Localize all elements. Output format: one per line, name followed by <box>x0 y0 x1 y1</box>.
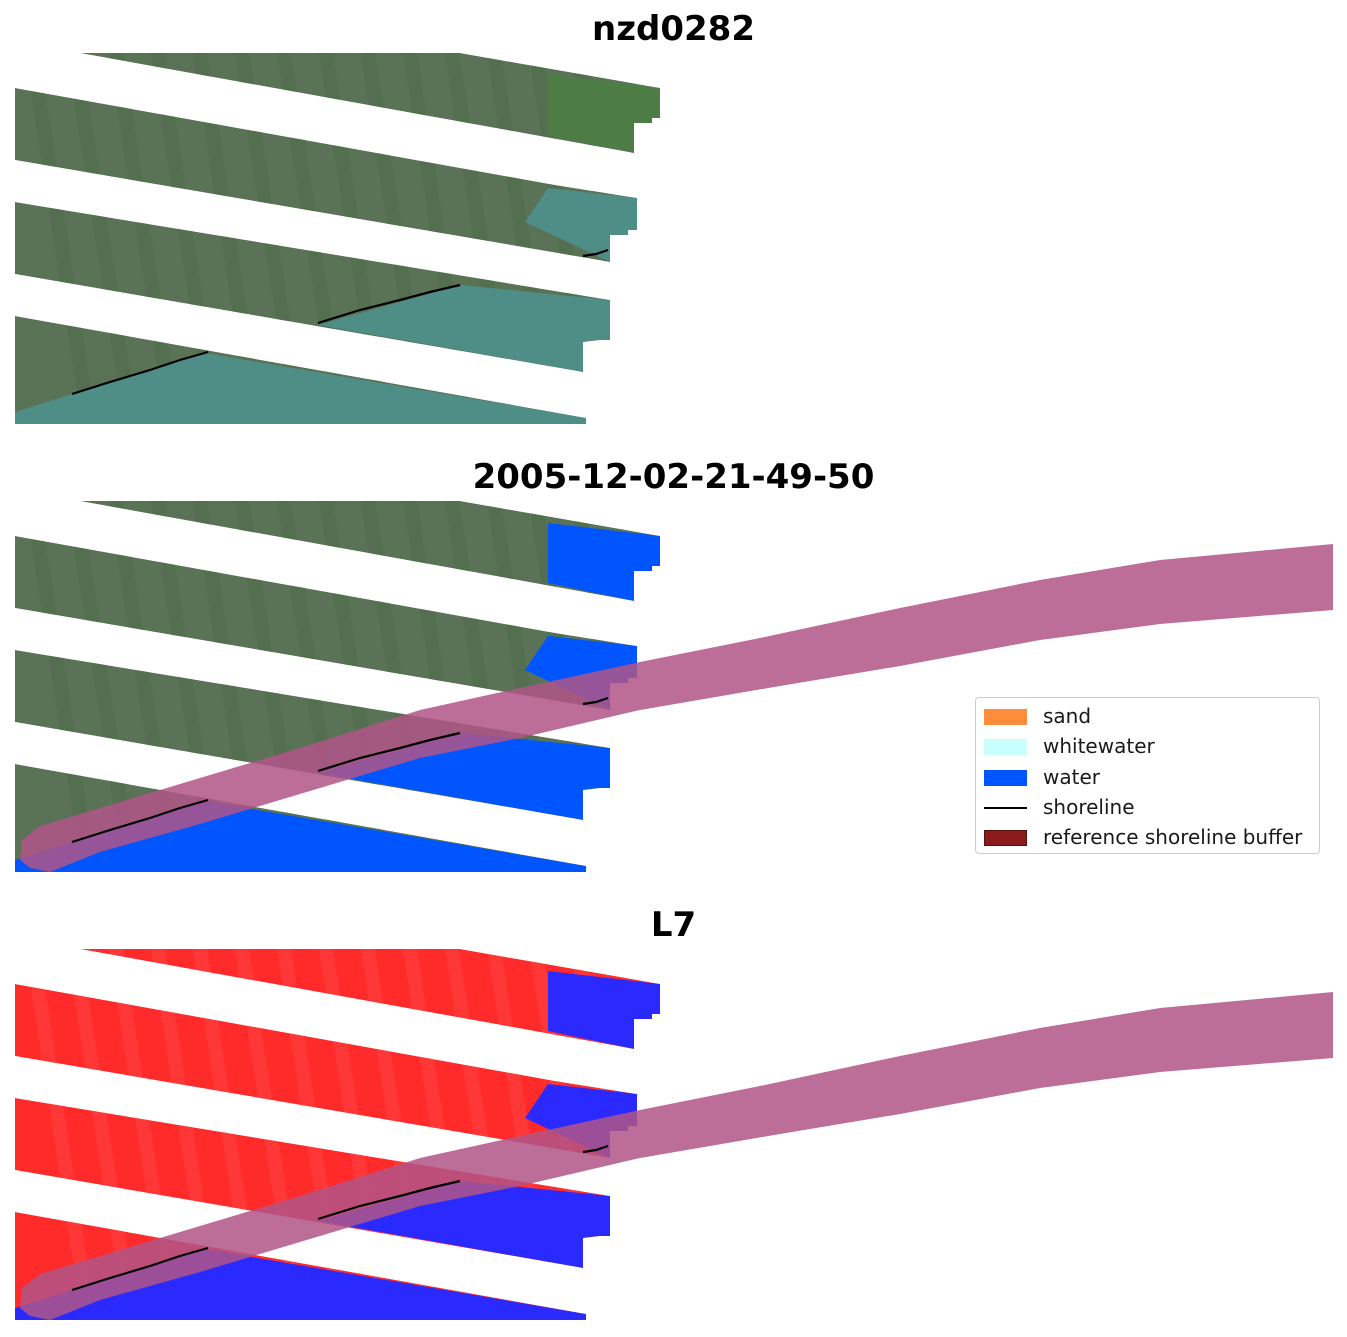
terrain-texture <box>23 501 97 872</box>
image-strips <box>15 949 660 1320</box>
classified-image <box>15 501 1333 872</box>
rgb-satellite-image <box>15 53 660 424</box>
reference-shoreline-buffer <box>20 544 1333 872</box>
legend-item-buffer: reference shoreline buffer <box>976 821 1319 851</box>
land-strip-2 <box>15 984 637 1158</box>
shoreline-line-swatch <box>984 807 1027 809</box>
legend-item-water: water <box>976 761 1319 791</box>
land-strip-1 <box>80 501 660 601</box>
sand-swatch <box>984 709 1027 725</box>
water-region-1 <box>548 523 660 601</box>
land-strip-2 <box>15 88 637 262</box>
shoreline-3 <box>71 798 209 844</box>
water-swatch <box>984 770 1027 786</box>
land-strip-2 <box>15 536 637 710</box>
shoreline-3 <box>71 1246 209 1292</box>
panel-title-rgb: nzd0282 <box>592 9 755 49</box>
land-strip-1 <box>80 53 660 153</box>
shoreline-3 <box>71 350 209 396</box>
legend-label: water <box>1043 765 1100 789</box>
water-region-2 <box>525 188 637 262</box>
legend-item-shoreline: shoreline <box>976 791 1319 821</box>
shoreline-2 <box>317 1179 461 1221</box>
shoreline-1 <box>582 1144 609 1154</box>
whitewater-swatch <box>984 739 1027 755</box>
legend-item-sand: sand <box>976 700 1319 730</box>
shoreline-1 <box>582 248 609 258</box>
mndwi-image <box>15 949 1333 1320</box>
panel-title-classified: 2005-12-02-21-49-50 <box>472 457 875 497</box>
terrain-texture <box>65 53 139 424</box>
water-region-1 <box>548 971 660 1049</box>
buffer-swatch <box>984 830 1027 846</box>
water-region-4 <box>15 353 586 424</box>
legend-label: whitewater <box>1043 734 1155 758</box>
image-strips <box>15 53 660 424</box>
legend: sand whitewater water shoreline referenc… <box>975 697 1320 854</box>
legend-label: reference shoreline buffer <box>1043 825 1303 849</box>
terrain-texture <box>23 949 97 1320</box>
shoreline-2 <box>317 283 461 325</box>
legend-item-whitewater: whitewater <box>976 730 1319 760</box>
land-strip-1 <box>80 949 660 1049</box>
reference-shoreline-buffer <box>20 992 1333 1320</box>
water-region-3 <box>318 285 610 372</box>
shoreline-1 <box>582 696 609 706</box>
panel-title-mndwi: L7 <box>650 905 697 945</box>
legend-label: sand <box>1043 704 1092 728</box>
farmland <box>548 75 660 153</box>
shoreline-2 <box>317 731 461 773</box>
legend-label: shoreline <box>1043 795 1135 819</box>
terrain-texture <box>23 53 97 424</box>
